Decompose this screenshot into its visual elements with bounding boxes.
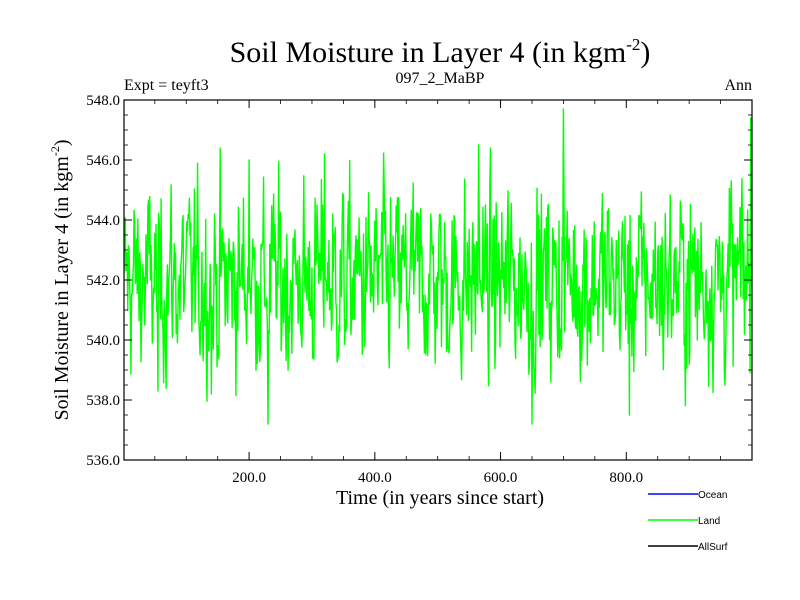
y-axis-label-close: ) [51,139,73,146]
y-tick-label: 536.0 [86,453,120,469]
chart-title-main: Soil Moisture in Layer 4 (in kgm [230,36,627,69]
legend: Ocean Land AllSurf [648,490,728,553]
y-tick-label: 548.0 [86,93,120,109]
y-axis-label-superscript: -2 [48,146,62,156]
y-axis: 536.0 538.0 540.0 542.0 544.0 546.0 548.0 [86,93,752,469]
x-axis: 200.0 400.0 600.0 800.0 [154,100,721,486]
chart-title-close: ) [640,36,650,69]
experiment-label: Expt = teyft3 [124,77,209,94]
season-label: Ann [724,77,752,94]
x-axis-label: Time (in years since start) [336,487,544,509]
y-axis-label-main: Soil Moisture in Layer 4 (in kgm [51,156,73,421]
legend-label-land: Land [698,516,720,527]
y-tick-label: 538.0 [86,393,120,409]
x-tick-label: 800.0 [609,470,643,486]
y-tick-label: 542.0 [86,273,120,289]
chart-title-superscript: -2 [626,35,640,54]
x-tick-label: 200.0 [232,470,266,486]
x-tick-label: 600.0 [484,470,518,486]
y-axis-label: Soil Moisture in Layer 4 (in kgm-2) [48,139,73,420]
y-tick-label: 546.0 [86,153,120,169]
run-label: 097_2_MaBP [396,70,485,87]
legend-label-ocean: Ocean [698,490,727,501]
y-tick-label: 540.0 [86,333,120,349]
series-line-land [124,108,752,425]
x-tick-label: 400.0 [358,470,392,486]
legend-label-allsurf: AllSurf [698,542,728,553]
chart-title: Soil Moisture in Layer 4 (in kgm-2) [230,35,651,69]
y-tick-label: 544.0 [86,213,120,229]
